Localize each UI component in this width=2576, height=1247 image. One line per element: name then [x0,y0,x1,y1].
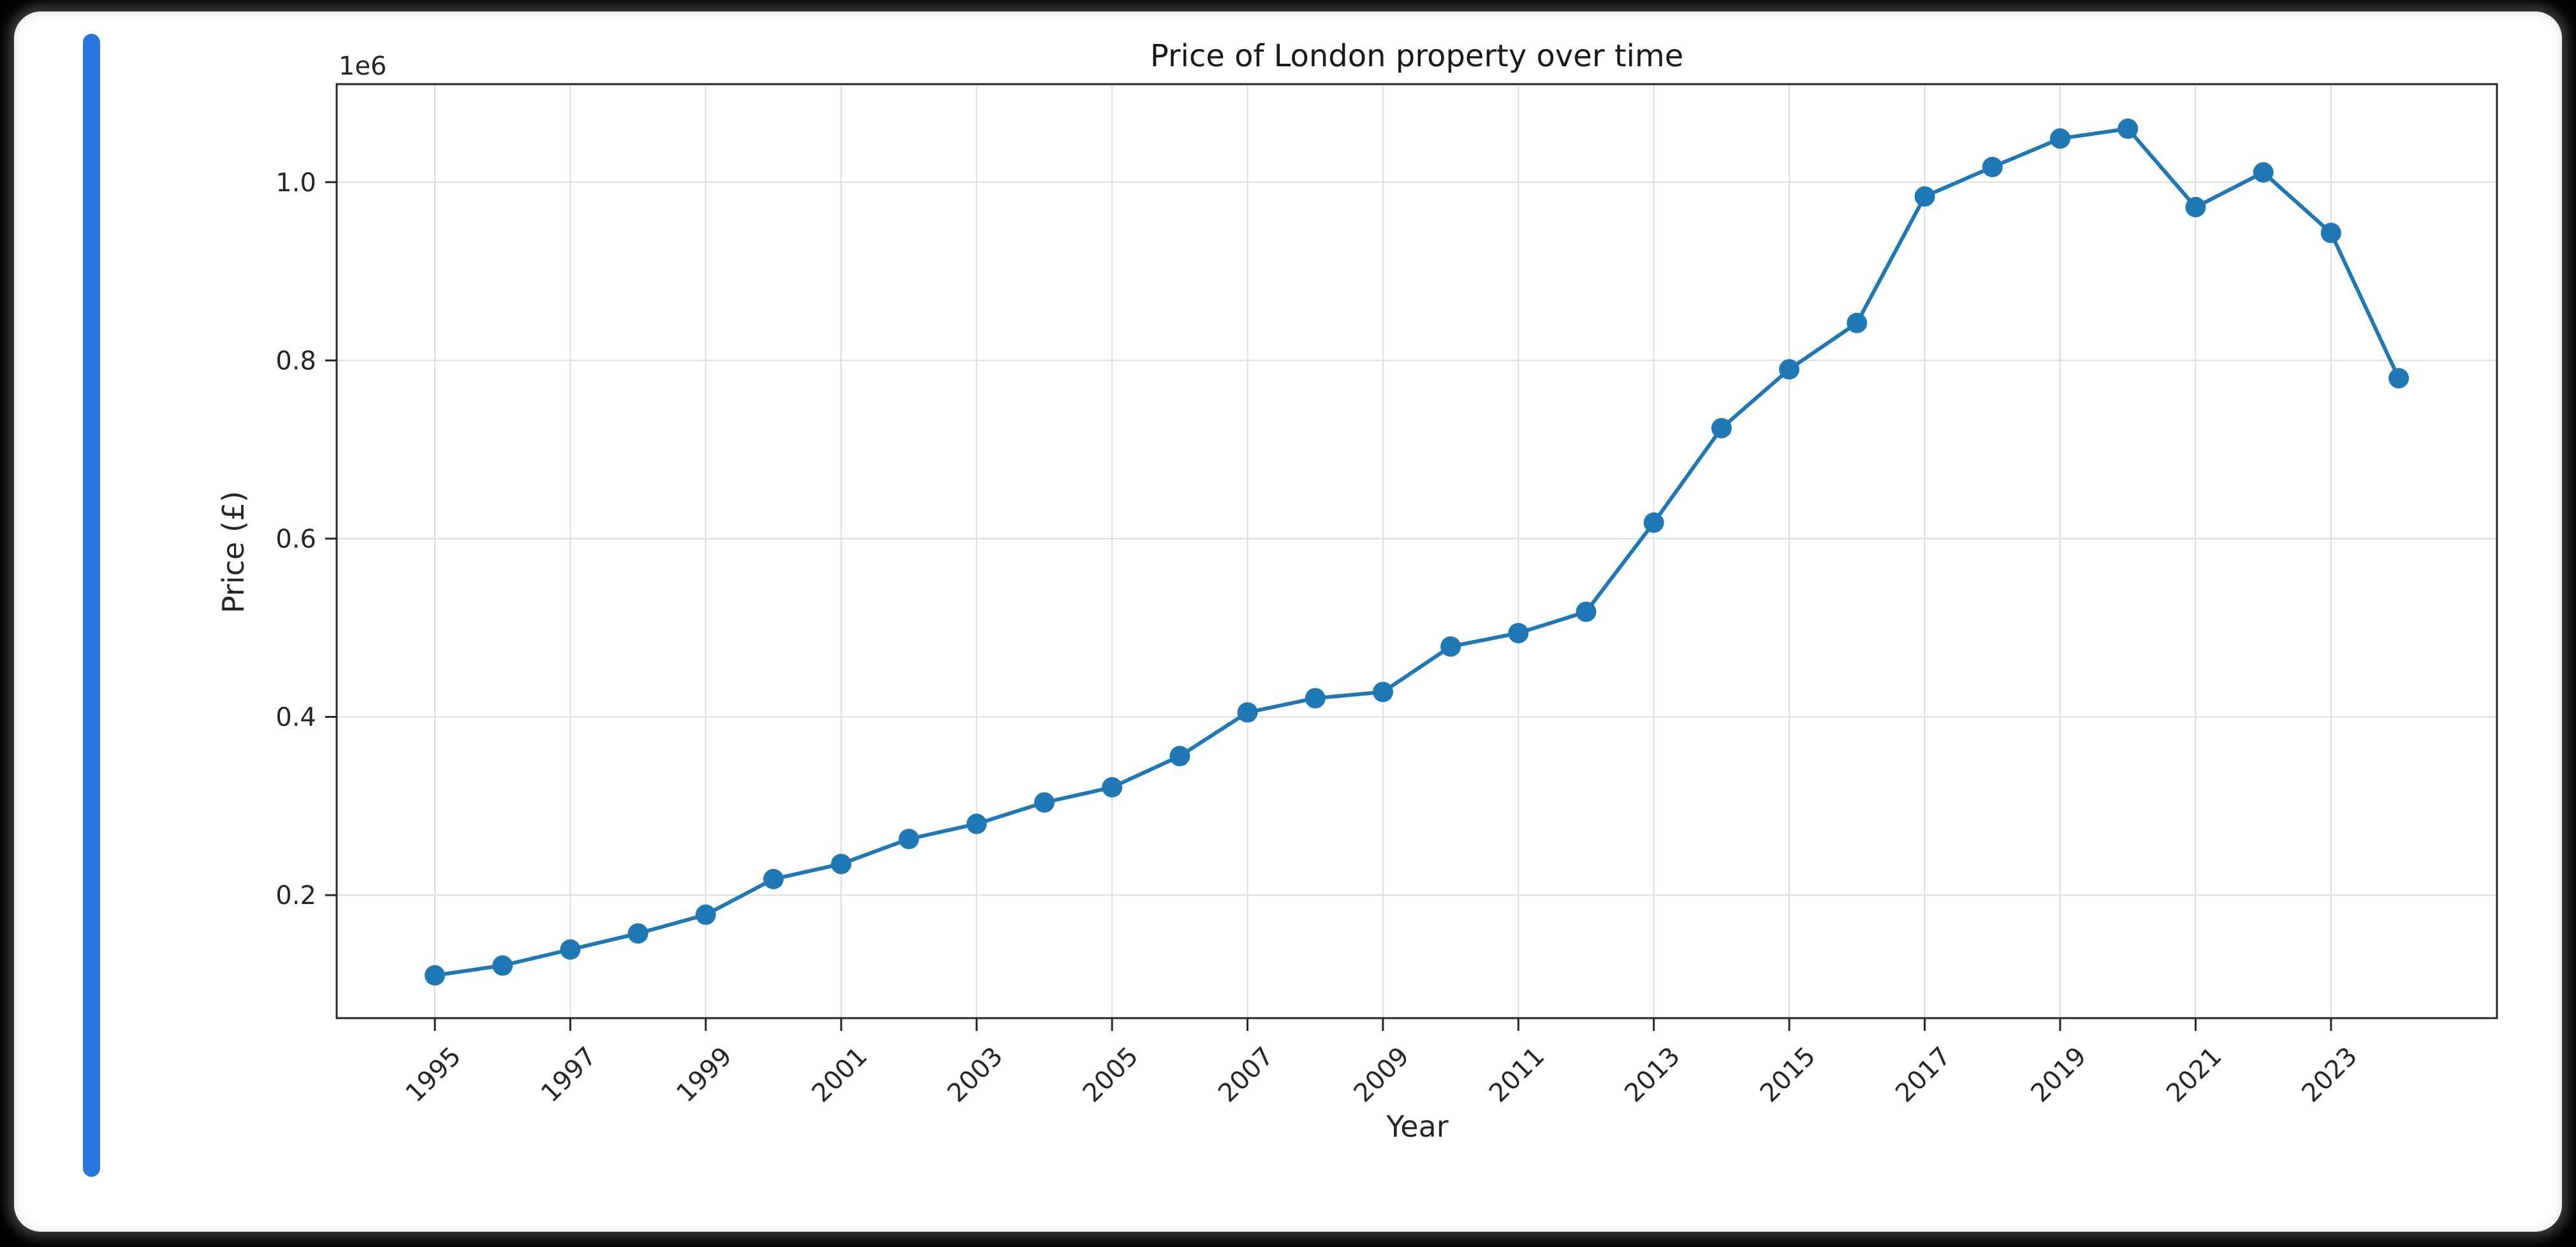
y-axis-offset-label: 1e6 [339,52,387,81]
x-tick-label-2001: 2001 [807,1042,874,1109]
data-point-2022 [2253,162,2274,183]
data-point-2001 [831,854,852,875]
data-point-1999 [695,904,716,925]
y-tick-label-600000: 0.6 [275,525,316,554]
data-point-2010 [1440,636,1461,657]
data-point-2011 [1508,623,1529,644]
x-tick-label-2015: 2015 [1755,1042,1822,1109]
x-tick-label-2011: 2011 [1484,1042,1551,1109]
data-point-2000 [763,868,784,889]
data-point-2017 [1914,186,1935,207]
x-tick-label-1997: 1997 [536,1042,603,1109]
data-point-2005 [1102,777,1123,798]
data-point-2023 [2320,222,2341,244]
data-point-2020 [2118,118,2139,139]
data-point-2012 [1576,601,1597,622]
x-tick-label-2009: 2009 [1349,1042,1416,1109]
data-point-1996 [492,955,513,976]
x-tick-label-2019: 2019 [2026,1042,2093,1109]
data-point-2015 [1779,359,1800,380]
plot-spines [335,83,2498,1019]
data-point-2009 [1372,682,1393,703]
x-tick-label-1995: 1995 [400,1042,467,1109]
x-tick-label-2021: 2021 [2161,1042,2228,1109]
y-tick-label-1000000: 1.0 [275,168,316,198]
data-point-2002 [898,829,919,849]
x-tick-label-1999: 1999 [671,1042,738,1109]
data-point-2013 [1643,512,1664,533]
scrollbar-thumb[interactable] [83,34,100,1177]
x-tick-label-2023: 2023 [2296,1042,2363,1109]
data-point-2021 [2185,196,2206,217]
x-tick-label-2003: 2003 [942,1042,1009,1109]
data-point-2019 [2050,128,2070,149]
data-point-2003 [966,813,987,835]
chart-title: Price of London property over time [1150,38,1684,74]
x-axis-label: Year [1386,1109,1448,1144]
y-tick-label-200000: 0.2 [275,881,316,910]
x-tick-label-2013: 2013 [1619,1042,1686,1109]
x-tick-label-2005: 2005 [1078,1042,1145,1109]
data-point-1998 [627,923,648,944]
data-point-2008 [1305,688,1326,709]
chart-window-card [14,11,2562,1232]
data-point-2007 [1237,702,1258,723]
y-tick-label-400000: 0.4 [275,703,316,733]
data-point-2004 [1034,792,1055,813]
data-point-2016 [1847,312,1868,333]
price-line [433,126,2401,977]
data-point-2014 [1711,418,1732,439]
data-point-2024 [2389,368,2409,389]
data-point-2018 [1982,157,2003,177]
y-tick-label-800000: 0.8 [275,346,316,376]
x-tick-label-2017: 2017 [1890,1042,1957,1109]
x-tick-label-2007: 2007 [1213,1042,1280,1109]
data-point-1997 [560,939,581,960]
data-point-2006 [1169,746,1190,766]
data-point-1995 [425,965,445,986]
y-axis-label: Price (£) [216,491,251,613]
